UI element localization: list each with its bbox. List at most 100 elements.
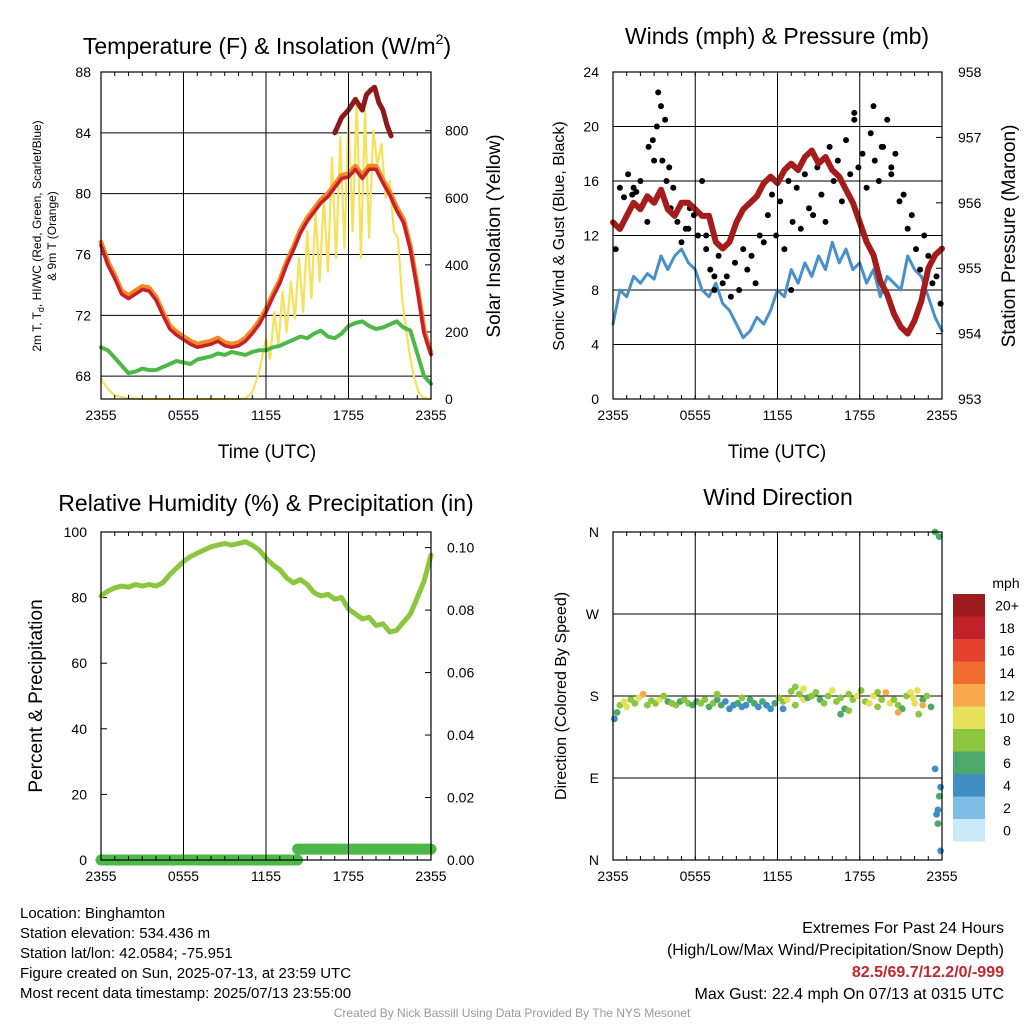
wind-direction-point	[754, 703, 762, 711]
x-tick-label: 2355	[415, 407, 446, 423]
gust-point	[851, 116, 858, 123]
extremes-subheading: (High/Low/Max Wind/Precipitation/Snow De…	[666, 942, 1004, 959]
y-tick-label: N	[589, 524, 599, 540]
wind-direction-point	[820, 699, 828, 707]
legend-swatch	[953, 706, 985, 729]
y2-tick-label: 800	[445, 123, 469, 139]
y-tick-label: 84	[75, 125, 91, 141]
gust-point	[797, 225, 804, 232]
winds-y2label: Station Pressure (Maroon)	[999, 125, 1020, 348]
gust-point	[826, 143, 833, 150]
gust-point	[670, 184, 677, 191]
temperature-title: Temperature (F) & Insolation (W/m2)	[83, 31, 451, 59]
gust-point	[851, 109, 858, 116]
temperature-ylabel: 2m T, Td, HI/WC (Red, Green, Scarlet/Blu…	[30, 120, 46, 351]
gust-point	[659, 157, 666, 164]
wind-direction-point	[909, 694, 917, 702]
y-tick-label: 100	[64, 524, 88, 540]
wind-direction-point	[800, 685, 807, 693]
x-tick-label: 1755	[844, 868, 875, 884]
plot-border	[100, 531, 432, 861]
gust-point	[699, 178, 706, 184]
station-elevation: Station elevation: 534.436 m	[20, 925, 211, 942]
gust-point	[655, 89, 662, 96]
wind-direction-point	[935, 792, 943, 800]
gust-point	[888, 171, 895, 178]
plot-border	[100, 71, 432, 400]
wind-direction-point	[927, 703, 935, 711]
legend-swatch	[953, 684, 985, 707]
wind-direction-point	[845, 690, 853, 698]
wind-direction-point	[791, 683, 799, 691]
gust-point	[843, 137, 849, 144]
legend-label: 10	[999, 710, 1015, 726]
y2-tick-label: 200	[445, 324, 469, 340]
gust-point	[769, 191, 775, 198]
wind-direction-title: Wind Direction	[703, 484, 853, 510]
temperature-xlabel: Time (UTC)	[218, 442, 317, 463]
heat-index-line	[332, 84, 394, 139]
gust-point	[616, 184, 623, 191]
gust-point	[870, 103, 877, 110]
station-info: Location: Binghamton Station elevation: …	[20, 904, 351, 1004]
gust-point	[736, 287, 743, 293]
wind-direction-ylabel: Direction (Colored By Speed)	[553, 592, 570, 800]
x-tick-label: 1755	[844, 407, 875, 423]
gust-point	[925, 252, 932, 259]
y-tick-label: 24	[583, 64, 599, 80]
wind-direction-point	[874, 703, 881, 711]
gust-point	[651, 157, 658, 164]
wind-direction-point	[931, 765, 939, 773]
x-tick-label: 1755	[333, 407, 364, 423]
wind-direction-point	[613, 709, 621, 716]
gust-point	[653, 123, 660, 130]
wind-direction-point	[824, 692, 832, 700]
gust-point	[896, 198, 903, 205]
gust-point	[777, 198, 784, 205]
wind-direction-point	[915, 710, 923, 718]
plot-border	[612, 71, 943, 400]
gust-point	[847, 171, 854, 178]
wind-direction-point	[639, 690, 647, 698]
gust-point	[834, 157, 841, 164]
y2-tick-label: 0	[445, 391, 453, 407]
y-tick-label: 12	[583, 228, 599, 244]
gust-point	[859, 150, 866, 157]
y2-tick-label: 0.10	[447, 540, 474, 556]
gust-point	[612, 246, 619, 253]
y2-tick-label: 955	[958, 260, 982, 276]
y-tick-label: E	[590, 770, 599, 786]
x-tick-label: 0555	[680, 868, 711, 884]
y-tick-label: 40	[71, 721, 87, 737]
gust-point	[711, 273, 718, 280]
y2-tick-label: 0.06	[447, 665, 474, 681]
gust-point	[644, 218, 651, 225]
gust-point	[822, 218, 829, 225]
x-tick-label: 2355	[926, 407, 957, 423]
wind-direction-point	[771, 699, 779, 707]
wind-direction-point	[722, 698, 729, 705]
gust-point	[855, 164, 862, 171]
gust-point	[793, 184, 800, 191]
temperature-y2label: Solar Insolation (Yellow)	[484, 134, 505, 337]
gust-point	[658, 103, 664, 110]
y2-tick-label: 953	[958, 391, 982, 407]
y-tick-label: 72	[75, 307, 91, 323]
legend-label: 16	[999, 642, 1015, 658]
x-tick-label: 0555	[680, 407, 711, 423]
x-tick-label: 2355	[85, 868, 116, 884]
gust-point	[695, 232, 701, 239]
x-tick-label: 1155	[762, 868, 792, 884]
gust-point	[764, 212, 771, 219]
winds-ylabel: Sonic Wind & Gust (Blue, Black)	[551, 121, 568, 350]
x-tick-label: 2355	[85, 407, 116, 423]
gust-point	[625, 171, 632, 178]
humidity-panel: Relative Humidity (%) & Precipitation (i…	[26, 490, 474, 884]
legend-label: 20+	[995, 597, 1019, 613]
legend-swatch	[953, 594, 985, 617]
wind-direction-point	[837, 694, 844, 702]
legend-label: 4	[1003, 777, 1011, 793]
legend-label: 18	[999, 620, 1015, 636]
y2-tick-label: 958	[958, 64, 982, 80]
